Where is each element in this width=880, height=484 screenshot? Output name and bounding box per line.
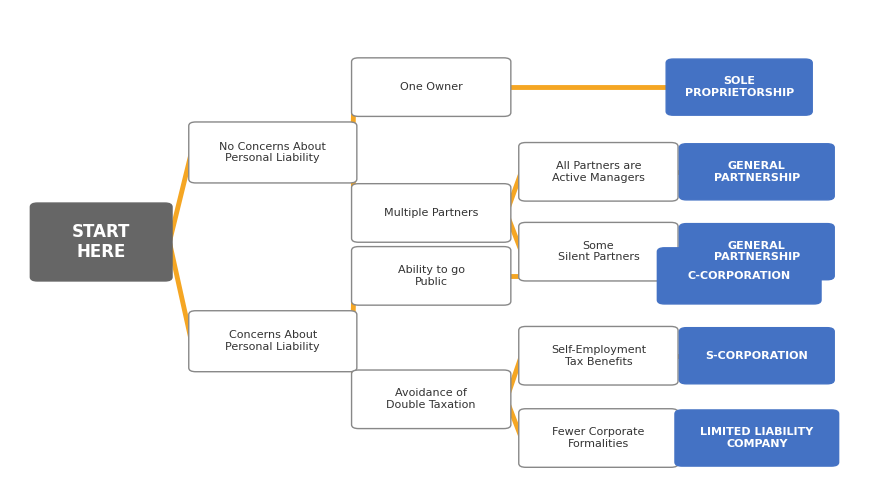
FancyBboxPatch shape <box>31 203 172 281</box>
Text: All Partners are
Active Managers: All Partners are Active Managers <box>552 161 645 182</box>
Text: SOLE
PROPRIETORSHIP: SOLE PROPRIETORSHIP <box>685 76 794 98</box>
Text: LIMITED LIABILITY
COMPANY: LIMITED LIABILITY COMPANY <box>700 427 813 449</box>
Text: C-CORPORATION: C-CORPORATION <box>687 271 791 281</box>
FancyBboxPatch shape <box>189 311 357 372</box>
Text: Ability to go
Public: Ability to go Public <box>398 265 465 287</box>
Text: Multiple Partners: Multiple Partners <box>384 208 479 218</box>
Text: One Owner: One Owner <box>400 82 463 92</box>
FancyBboxPatch shape <box>657 248 821 304</box>
Text: START
HERE: START HERE <box>72 223 130 261</box>
FancyBboxPatch shape <box>351 370 511 429</box>
FancyBboxPatch shape <box>351 58 511 117</box>
FancyBboxPatch shape <box>351 247 511 305</box>
Text: GENERAL
PARTNERSHIP: GENERAL PARTNERSHIP <box>714 161 800 182</box>
Text: Avoidance of
Double Taxation: Avoidance of Double Taxation <box>386 389 476 410</box>
FancyBboxPatch shape <box>351 183 511 242</box>
Text: S-CORPORATION: S-CORPORATION <box>706 351 808 361</box>
FancyBboxPatch shape <box>679 224 834 280</box>
Text: Fewer Corporate
Formalities: Fewer Corporate Formalities <box>553 427 644 449</box>
FancyBboxPatch shape <box>666 59 812 115</box>
FancyBboxPatch shape <box>519 408 678 468</box>
Text: GENERAL
PARTNERSHIP: GENERAL PARTNERSHIP <box>714 241 800 262</box>
FancyBboxPatch shape <box>675 410 839 466</box>
FancyBboxPatch shape <box>189 122 357 183</box>
FancyBboxPatch shape <box>519 326 678 385</box>
FancyBboxPatch shape <box>519 142 678 201</box>
Text: Some
Silent Partners: Some Silent Partners <box>558 241 639 262</box>
Text: No Concerns About
Personal Liability: No Concerns About Personal Liability <box>219 142 326 163</box>
FancyBboxPatch shape <box>679 144 834 200</box>
Text: Self-Employment
Tax Benefits: Self-Employment Tax Benefits <box>551 345 646 366</box>
Text: Concerns About
Personal Liability: Concerns About Personal Liability <box>225 331 320 352</box>
FancyBboxPatch shape <box>519 223 678 281</box>
FancyBboxPatch shape <box>679 328 834 384</box>
